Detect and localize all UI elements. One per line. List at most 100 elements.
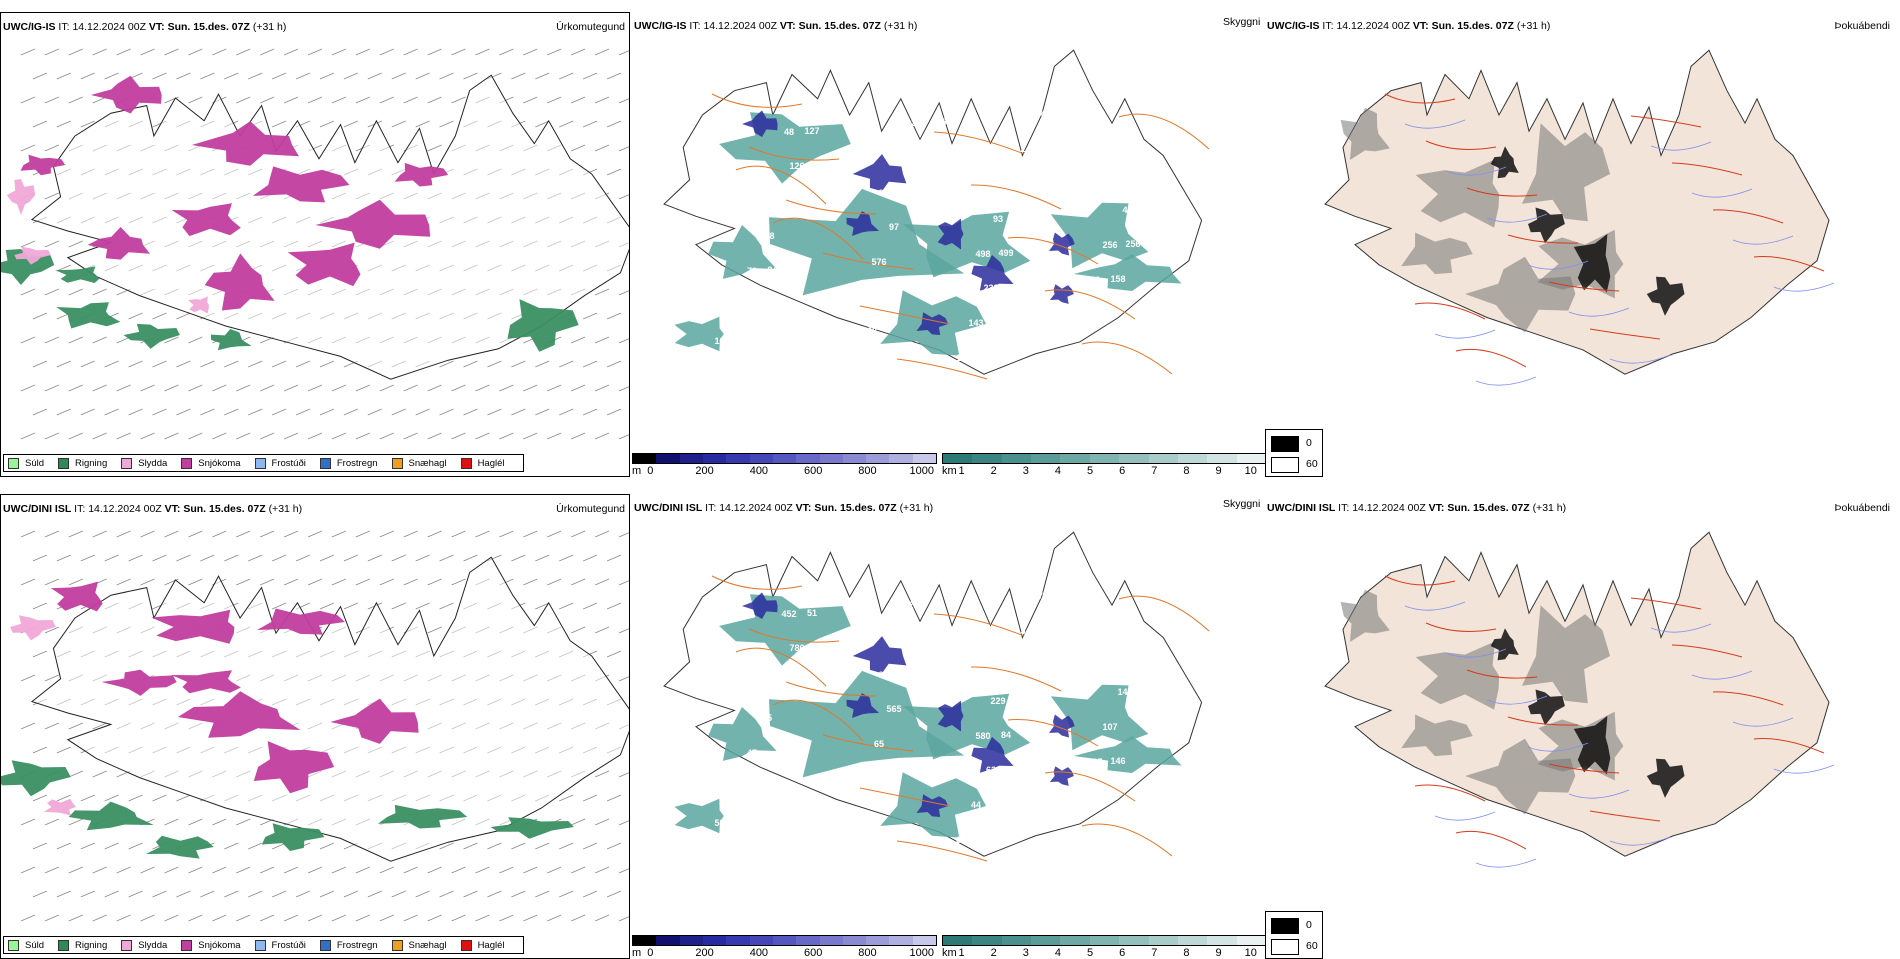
wind-barb — [44, 336, 59, 344]
wind-barb — [271, 890, 287, 898]
wind-barb — [559, 408, 574, 416]
river-line — [1404, 119, 1466, 129]
precip-legend-label: Snjókoma — [198, 939, 241, 951]
river-line — [1691, 188, 1753, 198]
wind-barb — [307, 48, 323, 56]
colorbar-segment — [633, 936, 657, 945]
river-line — [1527, 260, 1589, 270]
colorbar-tick: 3 — [1022, 947, 1029, 959]
colorbar-tick: 0 — [647, 465, 654, 477]
wind-barb — [451, 384, 466, 392]
wind-barb — [451, 866, 466, 874]
cloud-base-label: 362 — [856, 774, 871, 784]
wind-barb — [571, 530, 586, 538]
wind-barb — [618, 676, 629, 682]
wind-barb — [451, 914, 466, 922]
wind-barb — [535, 72, 550, 80]
wind-barb — [559, 72, 574, 80]
wind-barb — [295, 72, 311, 80]
cloud-base-label: 126 — [789, 161, 804, 171]
wind-barb — [439, 360, 454, 368]
wind-barb — [379, 432, 394, 440]
wind-barb — [511, 360, 526, 368]
wind-barb — [164, 48, 179, 56]
cloud-base-label: 145 — [938, 388, 953, 398]
wind-barb — [594, 432, 610, 440]
colorbar-segment — [633, 454, 657, 463]
road-line — [1589, 810, 1661, 822]
precip-legend-label: Frostregn — [336, 939, 378, 951]
colorbar-unit: m — [632, 465, 642, 477]
fog-panel-title: Þokuábendi — [1834, 502, 1890, 514]
colorbar-segment — [943, 454, 973, 463]
low-visibility-area — [719, 594, 851, 666]
wind-barb — [92, 530, 107, 538]
precip-legend-label: Frostúði — [271, 457, 306, 469]
road-line — [1507, 716, 1579, 726]
wind-barb — [20, 674, 36, 682]
snow-area — [204, 253, 275, 311]
wind-barb — [188, 578, 203, 586]
wind-barb — [451, 96, 466, 104]
precip-legend-label: Rigning — [75, 939, 108, 951]
road-line — [859, 787, 951, 807]
wind-barb — [116, 530, 131, 538]
wind-barb — [319, 360, 335, 368]
cloud-base-label: 581 — [714, 818, 729, 828]
wind-barb — [152, 554, 167, 562]
colorbar-segment — [1001, 936, 1032, 945]
cloud-base-label: 47 — [747, 748, 757, 758]
snow-area — [171, 203, 241, 237]
cloud-base-label: 232 — [983, 283, 998, 293]
wind-barb — [188, 530, 203, 538]
wind-barb — [547, 914, 562, 922]
wind-barb — [224, 842, 239, 850]
rain-area — [55, 266, 100, 283]
colorbar-segment — [679, 454, 703, 463]
cloud-base-label: 229 — [990, 696, 1005, 706]
fog-index-panel: UWC/IG-IS IT: 14.12.2024 00Z VT: Sun. 15… — [1265, 12, 1900, 477]
road-line — [711, 93, 803, 108]
cloud-base-label: 144 — [722, 852, 737, 862]
wind-barb — [535, 360, 550, 368]
precip-legend-swatch — [319, 457, 331, 469]
wind-barb — [594, 288, 610, 296]
cloud-base-label: 93 — [993, 214, 1003, 224]
wind-barb — [355, 530, 370, 538]
wind-barb — [582, 72, 598, 80]
road-line — [1671, 644, 1743, 658]
wind-barb — [463, 72, 478, 80]
wind-barb — [307, 96, 323, 104]
snow-area — [90, 75, 162, 114]
low-visibility-area — [708, 707, 777, 761]
fog-legend: 0 60 — [1265, 911, 1323, 959]
colorbar-segment — [1148, 936, 1178, 945]
cloud-base-label: 108 — [752, 300, 767, 310]
road-line — [1548, 763, 1620, 774]
wind-barb — [559, 120, 574, 128]
wind-barb — [68, 818, 83, 826]
wind-barb — [606, 120, 622, 128]
precip-header: UWC/IG-IS IT: 14.12.2024 00Z VT: Sun. 15… — [3, 21, 287, 33]
wind-barb — [523, 530, 538, 538]
rain-area — [1, 760, 71, 797]
low-visibility-area — [1073, 254, 1182, 291]
fog-legend-swatch — [1271, 457, 1299, 473]
precip-legend-item: Haglél — [460, 457, 505, 469]
river-line — [1732, 717, 1794, 727]
colorbar-segment — [842, 936, 867, 945]
wind-barb — [128, 890, 143, 898]
rain-area — [123, 323, 180, 349]
precip-type-panel: UWC/IG-IS IT: 14.12.2024 00Z VT: Sun. 15… — [0, 12, 630, 477]
wind-barb — [379, 530, 394, 538]
road-line — [970, 666, 1062, 692]
wind-barb — [248, 890, 263, 898]
wind-barb — [594, 914, 610, 922]
wind-barb — [499, 384, 514, 392]
wind-barb — [511, 554, 526, 562]
cloud-base-label: 389 — [737, 335, 752, 345]
road-line — [1044, 771, 1136, 802]
fog-index-area — [1521, 605, 1611, 704]
wind-barb — [439, 120, 454, 128]
cloud-base-label: 290 — [1072, 792, 1087, 802]
